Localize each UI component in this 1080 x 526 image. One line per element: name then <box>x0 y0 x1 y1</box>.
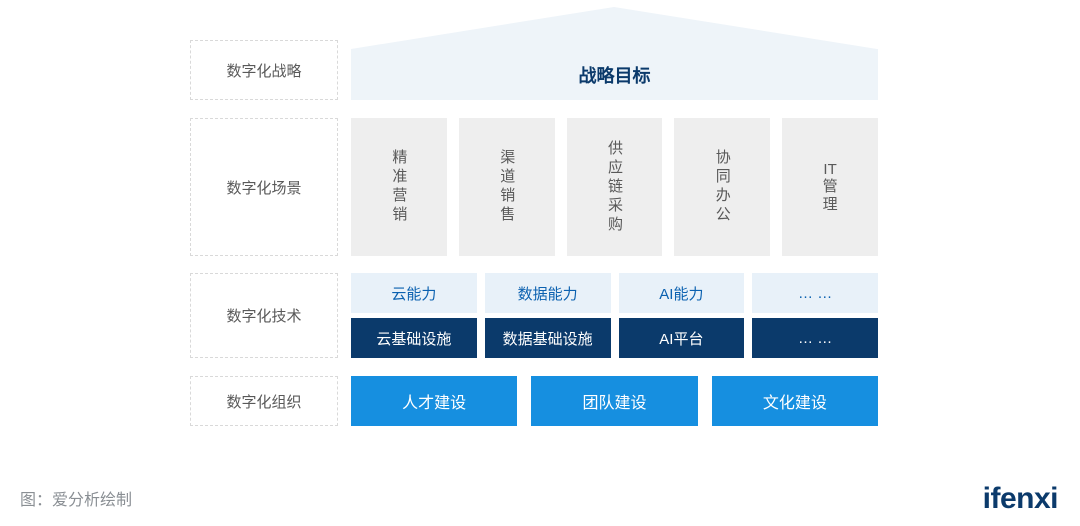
tech-capability-box: AI能力 <box>619 273 745 313</box>
footer-caption: 图：爱分析绘制 <box>20 486 132 510</box>
tech-capability-box: … … <box>752 273 878 313</box>
scenario-box: 精准营销 <box>351 118 447 256</box>
tech-infra-box: 数据基础设施 <box>485 318 611 358</box>
logo-ifenxi: ifenxi <box>983 482 1058 516</box>
category-tech: 数字化技术 <box>190 273 338 358</box>
tech-infra-box: … … <box>752 318 878 358</box>
tech-infra-box: 云基础设施 <box>351 318 477 358</box>
category-org: 数字化组织 <box>190 376 338 426</box>
roof-triangle <box>351 7 877 49</box>
roof-title: 战略目标 <box>351 49 878 100</box>
org-box: 人才建设 <box>351 376 517 426</box>
scenario-box: 协同办公 <box>674 118 770 256</box>
scenario-box: IT管理 <box>782 118 878 256</box>
category-strategy: 数字化战略 <box>190 40 338 100</box>
scenario-box: 渠道销售 <box>459 118 555 256</box>
tech-infra-box: AI平台 <box>619 318 745 358</box>
tech-capability-box: 数据能力 <box>485 273 611 313</box>
tech-capability-box: 云能力 <box>351 273 477 313</box>
org-box: 文化建设 <box>712 376 878 426</box>
scenario-box: 供应链采购 <box>567 118 663 256</box>
org-box: 团队建设 <box>531 376 697 426</box>
category-scenarios: 数字化场景 <box>190 118 338 256</box>
